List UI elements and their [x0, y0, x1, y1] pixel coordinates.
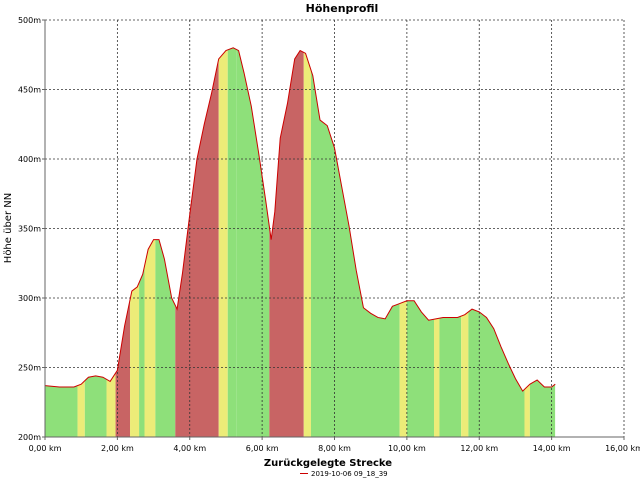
slope-band-moderate	[303, 47, 311, 437]
y-axis-ticks: 200m 250m 300m 350m 400m 450m 500m	[18, 16, 45, 442]
x-tick-label: 6,00 km	[246, 444, 279, 453]
x-tick-label: 16,00 km	[605, 444, 640, 453]
y-tick-label: 400m	[18, 155, 41, 164]
legend-entry: 2019-10-06 09_18_39	[311, 470, 388, 478]
x-axis-label: Zurückgelegte Strecke	[264, 458, 392, 469]
x-tick-label: 2,00 km	[101, 444, 134, 453]
x-tick-label: 12,00 km	[460, 444, 498, 453]
slope-band-flat	[227, 47, 237, 437]
y-tick-label: 500m	[18, 16, 41, 25]
x-tick-label: 0,00 km	[29, 444, 62, 453]
y-tick-label: 200m	[18, 433, 41, 442]
chart-title: Höhenprofil	[306, 2, 379, 15]
plot-area	[44, 19, 625, 438]
x-tick-label: 8,00 km	[318, 444, 351, 453]
x-tick-label: 10,00 km	[388, 444, 426, 453]
y-tick-label: 250m	[18, 364, 41, 373]
y-axis-label: Höhe über NN	[3, 193, 14, 263]
slope-band-flat	[468, 47, 525, 437]
x-axis-ticks: 0,00 km 2,00 km 4,00 km 6,00 km 8,00 km 10,00…	[29, 437, 640, 453]
slope-band-moderate	[218, 47, 228, 437]
slope-band-flat	[84, 47, 107, 437]
x-tick-label: 4,00 km	[173, 444, 206, 453]
x-tick-label: 14,00 km	[533, 444, 571, 453]
legend: 2019-10-06 09_18_39	[300, 470, 388, 478]
y-tick-label: 350m	[18, 225, 41, 234]
y-tick-label: 300m	[18, 294, 41, 303]
elevation-line	[44, 47, 556, 392]
y-tick-label: 450m	[18, 86, 41, 95]
